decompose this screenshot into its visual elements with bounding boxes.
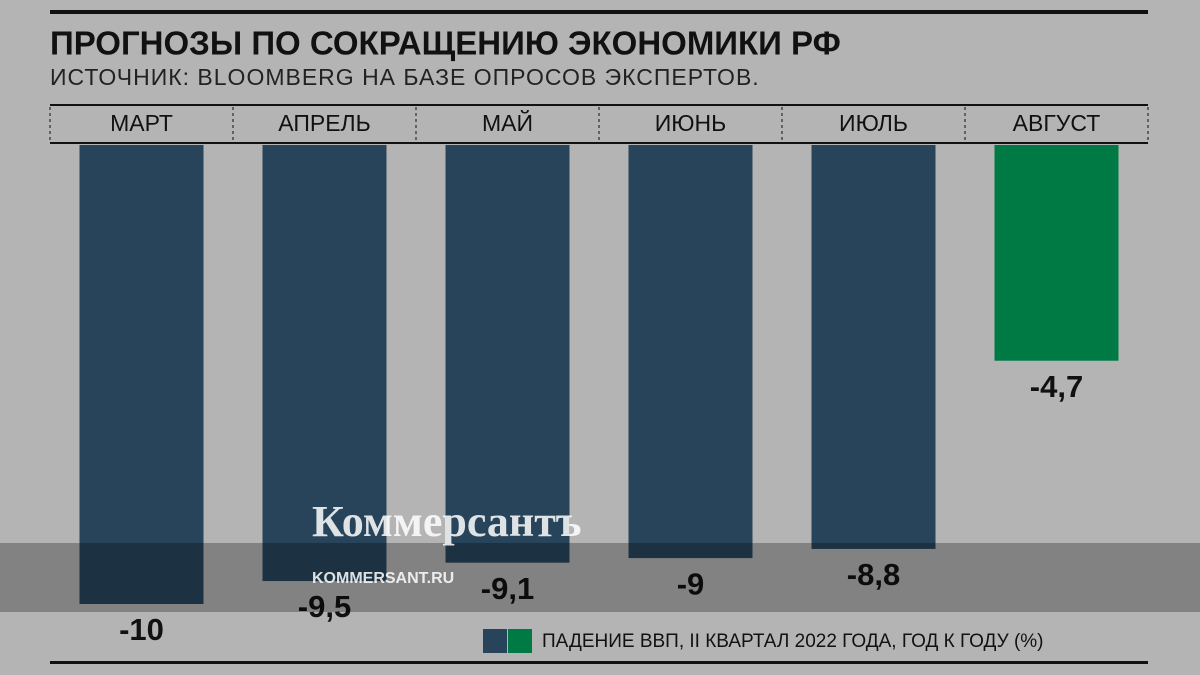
value-label: -4,7 <box>1030 369 1083 404</box>
legend-swatch <box>508 629 532 653</box>
chart-title: ПРОГНОЗЫ ПО СОКРАЩЕНИЮ ЭКОНОМИКИ РФ <box>50 25 841 62</box>
watermark-band <box>0 543 1200 612</box>
value-label: -9,5 <box>298 589 351 624</box>
bar <box>79 145 204 604</box>
watermark-brand: Коммерсантъ <box>312 497 582 546</box>
chart-subtitle: ИСТОЧНИК: BLOOMBERG НА БАЗЕ ОПРОСОВ ЭКСП… <box>50 64 760 90</box>
value-label: -8,8 <box>847 557 900 592</box>
x-tick-label: МАЙ <box>482 109 533 136</box>
watermark-site: KOMMERSANT.RU <box>312 570 454 587</box>
bar <box>262 145 387 582</box>
value-label: -10 <box>119 612 164 647</box>
legend-label: ПАДЕНИЕ ВВП, II КВАРТАЛ 2022 ГОДА, ГОД К… <box>542 631 1044 652</box>
x-tick-label: ИЮНЬ <box>655 110 726 136</box>
bar <box>994 145 1119 361</box>
bar <box>811 145 936 549</box>
bottom-rule <box>50 661 1148 664</box>
x-tick-label: АПРЕЛЬ <box>278 110 370 136</box>
value-label: -9,1 <box>481 571 534 606</box>
x-tick-label: МАРТ <box>110 110 173 136</box>
legend-swatch <box>483 629 507 653</box>
bar <box>628 145 753 559</box>
x-tick-label: АВГУСТ <box>1013 110 1101 136</box>
plot: МАРТ -10 АПРЕЛЬ -9,5 МАЙ -9,1 ИЮНЬ -9 ИЮЛЬ -8,8 АВ… <box>49 107 1149 647</box>
value-label: -9 <box>677 566 705 601</box>
top-rule <box>50 10 1148 14</box>
x-tick-label: ИЮЛЬ <box>839 110 908 136</box>
bar <box>445 145 570 563</box>
